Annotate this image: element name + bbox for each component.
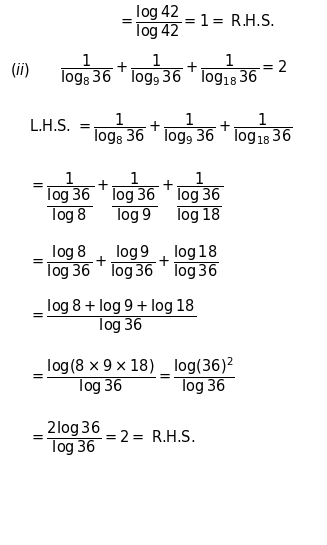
Text: $(ii)$: $(ii)$ xyxy=(10,60,30,79)
Text: $\dfrac{1}{\log_8 36} + \dfrac{1}{\log_9 36} + \dfrac{1}{\log_{18} 36} = 2$: $\dfrac{1}{\log_8 36} + \dfrac{1}{\log_9… xyxy=(60,52,287,88)
Text: $= \dfrac{\log 8}{\log 36} + \dfrac{\log 9}{\log 36} + \dfrac{\log 18}{\log 36}$: $= \dfrac{\log 8}{\log 36} + \dfrac{\log… xyxy=(29,244,219,282)
Text: $= \dfrac{1}{\dfrac{\log 36}{\log 8}} + \dfrac{1}{\dfrac{\log 36}{\log 9}} + \df: $= \dfrac{1}{\dfrac{\log 36}{\log 8}} + … xyxy=(29,171,224,227)
Text: $= \dfrac{\log 8 + \log 9 + \log 18}{\log 36}$: $= \dfrac{\log 8 + \log 9 + \log 18}{\lo… xyxy=(29,298,197,336)
Text: $= \dfrac{2\log 36}{\log 36} = 2 = $ R.H.S.: $= \dfrac{2\log 36}{\log 36} = 2 = $ R.H… xyxy=(29,420,196,458)
Text: L.H.S. $= \dfrac{1}{\log_8 36} + \dfrac{1}{\log_9 36} + \dfrac{1}{\log_{18} 36}$: L.H.S. $= \dfrac{1}{\log_8 36} + \dfrac{… xyxy=(29,112,293,148)
Text: $= \dfrac{\log(8 \times 9 \times 18)}{\log 36} = \dfrac{\log(36)^2}{\log 36}$: $= \dfrac{\log(8 \times 9 \times 18)}{\l… xyxy=(29,355,235,397)
Text: $= \dfrac{\log 42}{\log 42} = 1 = $ R.H.S.: $= \dfrac{\log 42}{\log 42} = 1 = $ R.H.… xyxy=(118,4,275,42)
